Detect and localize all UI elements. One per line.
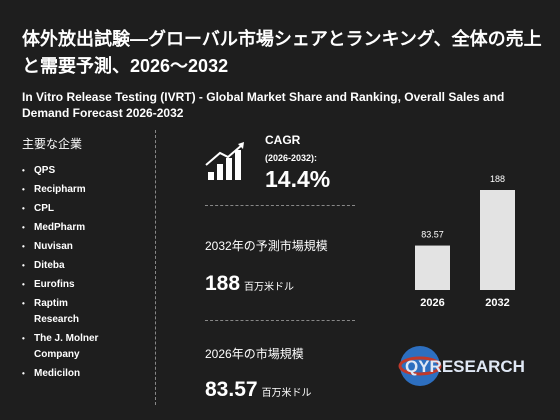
- logo: QYRESEARCH: [398, 346, 525, 386]
- icon-bar: [235, 150, 241, 180]
- company: Nuvisan: [22, 239, 114, 255]
- forecast-label: 2032年の予測市場規模: [205, 239, 328, 253]
- logo-globe: [400, 346, 440, 386]
- title: 体外放出試験—グローバル市場シェアとランキング、全体の売上と需要予測、2026～…: [22, 29, 542, 76]
- cagr-value: 14.4%: [265, 166, 331, 192]
- icon-arrow-head: [238, 142, 244, 149]
- divider: [155, 130, 156, 405]
- company: Eurofins: [22, 277, 114, 293]
- unit: 百万米ドル: [244, 282, 295, 293]
- value-label: 83.57: [421, 230, 444, 240]
- current-value: 83.57: [205, 378, 258, 401]
- forecast-value: 188: [205, 272, 241, 295]
- companies-heading: 主要な企業: [22, 137, 83, 151]
- company: MedPharm: [22, 220, 114, 236]
- bar: [480, 190, 515, 290]
- cagr-period: (2026-2032):: [265, 153, 318, 163]
- current-value-row: 83.57 百万米ドル: [205, 378, 312, 402]
- logo-ring: [398, 356, 442, 376]
- icon-bar: [226, 158, 232, 180]
- forecast-value-row: 188 百万米ドル: [205, 272, 294, 296]
- company-list: QPS Recipharm CPL MedPharm Nuvisan Diteba Euro…: [22, 163, 122, 385]
- value-label: 188: [490, 174, 505, 184]
- company: Diteba: [22, 258, 114, 274]
- cagr-label: CAGR: [265, 133, 301, 147]
- company: The J. Molner Company: [22, 331, 114, 363]
- company: QPS: [22, 163, 114, 179]
- category-label: 2032: [485, 297, 509, 309]
- icon-bar: [208, 172, 214, 180]
- divider: [205, 205, 355, 206]
- company: Medicilon: [22, 366, 114, 382]
- company: Raptim Research: [22, 296, 114, 328]
- unit: 百万米ドル: [261, 388, 312, 399]
- bar-chart: 83.57 2026 188 2032: [415, 174, 515, 309]
- icon-arrow: [205, 144, 243, 166]
- icon-bar: [217, 164, 223, 180]
- bar: [415, 245, 450, 290]
- company: CPL: [22, 201, 114, 217]
- logo-text: QYRESEARCH: [405, 357, 525, 376]
- divider: [205, 320, 355, 321]
- subtitle: In Vitro Release Testing (IVRT) - Global…: [22, 90, 505, 120]
- current-label: 2026年の市場規模: [205, 347, 304, 361]
- growth-icon: [205, 142, 244, 180]
- company: Recipharm: [22, 182, 114, 198]
- category-label: 2026: [420, 297, 444, 309]
